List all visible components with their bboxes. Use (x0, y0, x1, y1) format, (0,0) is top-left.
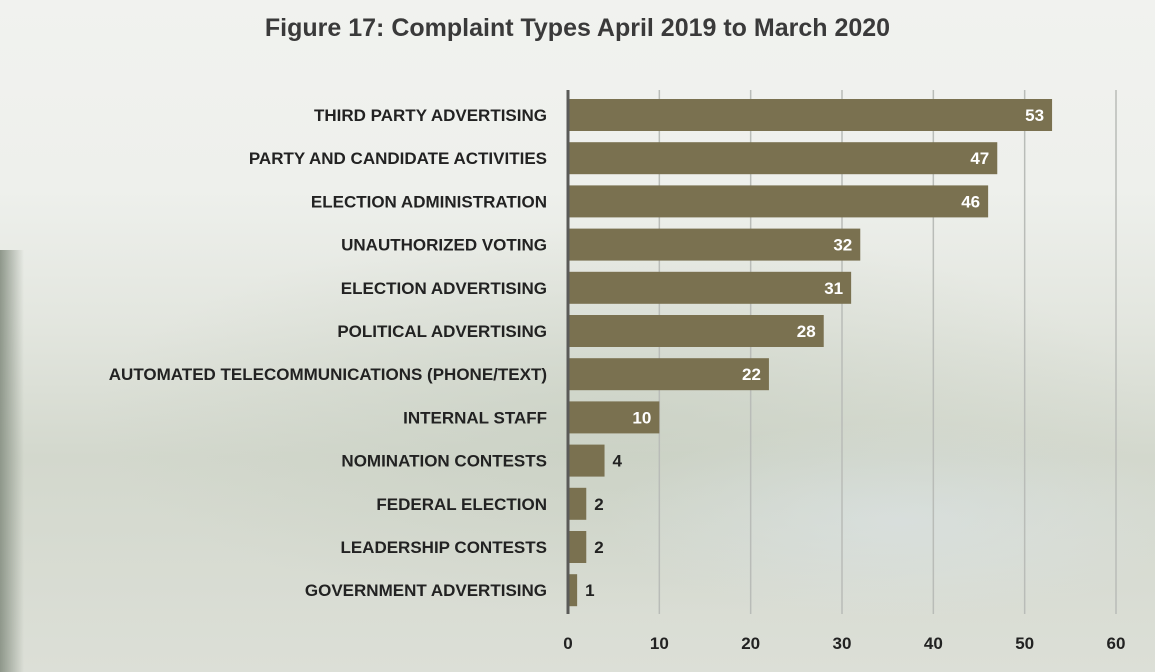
value-label: 46 (961, 192, 980, 211)
bar (568, 185, 989, 218)
bar (568, 228, 861, 261)
value-label: 2 (594, 495, 603, 514)
value-label: 2 (594, 538, 603, 557)
value-label: 32 (833, 236, 852, 255)
category-label: PARTY AND CANDIDATE ACTIVITIES (249, 149, 547, 168)
bars (568, 99, 1053, 607)
category-label: LEADERSHIP CONTESTS (340, 538, 547, 557)
value-label: 10 (632, 408, 651, 427)
category-label: GOVERNMENT ADVERTISING (305, 581, 547, 600)
bar (568, 99, 1053, 131)
gridlines (658, 90, 1117, 614)
bar (568, 271, 852, 304)
bar (568, 444, 605, 477)
category-label: ELECTION ADVERTISING (341, 279, 547, 298)
category-label: ELECTION ADMINISTRATION (311, 192, 547, 211)
value-label: 47 (970, 149, 989, 168)
value-label: 53 (1025, 106, 1044, 125)
x-tick-label: 60 (1107, 634, 1126, 653)
value-label: 31 (824, 279, 843, 298)
x-tick-label: 0 (563, 634, 572, 653)
chart-title: Figure 17: Complaint Types April 2019 to… (264, 14, 891, 42)
bar (568, 574, 578, 607)
bar (568, 401, 660, 434)
bar (568, 358, 769, 391)
value-label: 28 (797, 322, 816, 341)
x-tick-label: 50 (1015, 634, 1034, 653)
x-tick-label: 30 (833, 634, 852, 653)
x-tick-label: 20 (741, 634, 760, 653)
bar (568, 487, 587, 520)
category-label: INTERNAL STAFF (403, 408, 547, 427)
category-label: POLITICAL ADVERTISING (337, 322, 547, 341)
background-landscape (0, 250, 24, 672)
bar (568, 142, 998, 175)
category-label: UNAUTHORIZED VOTING (341, 236, 547, 255)
category-label: AUTOMATED TELECOMMUNICATIONS (PHONE/TEXT… (109, 365, 547, 384)
category-label: THIRD PARTY ADVERTISING (314, 106, 547, 125)
bar (568, 531, 587, 563)
value-label: 4 (613, 452, 623, 471)
labels: 0 10 20 30 40 50 60 THIRD PARTY ADVERTISING 53 PA… (109, 106, 1126, 653)
x-tick-label: 10 (650, 634, 669, 653)
bar (568, 315, 824, 347)
x-tick-label: 40 (924, 634, 943, 653)
category-label: NOMINATION CONTESTS (341, 452, 547, 471)
value-label: 1 (585, 581, 594, 600)
value-label: 22 (742, 365, 761, 384)
category-label: FEDERAL ELECTION (376, 495, 547, 514)
